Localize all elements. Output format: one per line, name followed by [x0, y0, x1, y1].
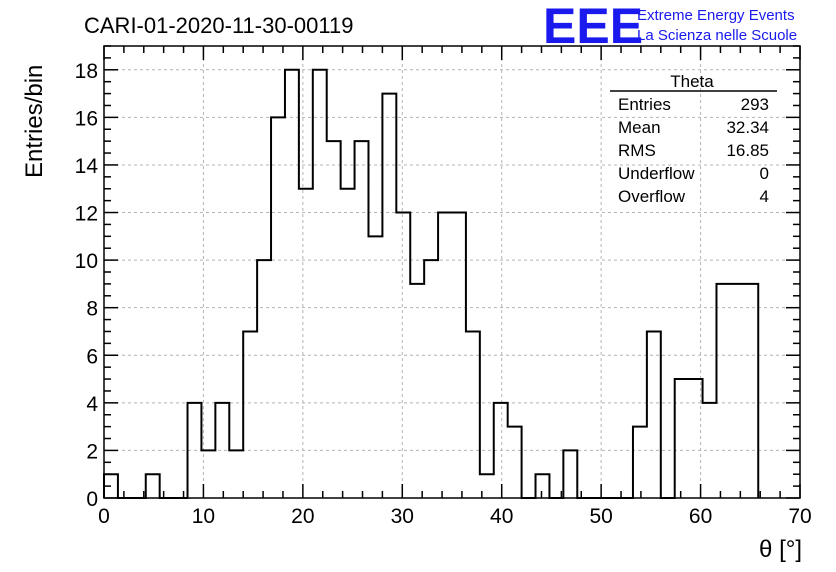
stats-label-mean: Mean — [618, 118, 661, 137]
histogram-bin — [744, 284, 758, 498]
x-tick-label: 70 — [788, 505, 811, 528]
histogram-bin — [633, 427, 647, 498]
logo-mark: EEE — [543, 0, 643, 54]
histogram-bin — [368, 236, 382, 498]
stats-label-overflow: Overflow — [618, 187, 686, 206]
y-tick-label: 12 — [75, 203, 98, 226]
y-axis-label: Entries/bin — [21, 65, 48, 178]
y-tick-label: 6 — [86, 345, 98, 368]
histogram-bin — [508, 427, 522, 498]
y-tick-label: 4 — [86, 393, 98, 416]
histogram-bin — [730, 284, 744, 498]
logo-line-2: La Scienza nelle Scuole — [637, 27, 797, 44]
x-tick-label: 10 — [192, 505, 215, 528]
y-tick-label: 8 — [86, 298, 98, 321]
stats-box-title: Theta — [670, 72, 714, 91]
histogram-bin — [243, 331, 257, 498]
stats-value-underflow: 0 — [760, 164, 769, 183]
histogram-bin — [341, 189, 355, 498]
x-tick-label: 40 — [490, 505, 513, 528]
histogram-bin — [647, 331, 661, 498]
histogram-series — [103, 68, 760, 499]
stats-label-rms: RMS — [618, 141, 656, 160]
histogram-bin — [355, 141, 369, 498]
histogram-bin — [257, 260, 271, 498]
y-tick-label: 14 — [75, 155, 99, 178]
histogram-bin — [716, 284, 730, 498]
histogram-bin — [146, 474, 160, 498]
histogram-bin — [536, 474, 550, 498]
histogram-bin — [285, 70, 299, 498]
x-tick-label: 50 — [589, 505, 612, 528]
plot-frame — [103, 45, 801, 499]
histogram-bin — [327, 141, 341, 498]
histogram-bin — [229, 450, 243, 498]
grid-lines — [104, 46, 800, 498]
histogram-bin — [382, 94, 396, 498]
y-tick-label: 2 — [86, 440, 98, 463]
chart-title: CARI-01-2020-11-30-00119 — [84, 13, 353, 38]
histogram-bin — [410, 284, 424, 498]
x-tick-label: 30 — [391, 505, 414, 528]
y-tick-label: 18 — [75, 60, 98, 83]
stats-box: Theta Entries 293 Mean 32.34 RMS 16.85 U… — [610, 72, 777, 206]
histogram-bin — [424, 260, 438, 498]
stats-value-entries: 293 — [741, 95, 769, 114]
axis-ticks — [103, 45, 801, 499]
stats-label-entries: Entries — [618, 95, 671, 114]
histogram-outline — [103, 68, 760, 499]
histogram-bin — [563, 450, 577, 498]
x-tick-label: 60 — [689, 505, 712, 528]
histogram-bin — [299, 189, 313, 498]
logo-line-1: Extreme Energy Events — [637, 7, 795, 24]
y-tick-label: 0 — [86, 488, 98, 511]
x-tick-label: 20 — [291, 505, 314, 528]
y-tick-label: 16 — [75, 107, 98, 130]
x-tick-label: 0 — [98, 505, 110, 528]
y-tick-label: 10 — [75, 250, 98, 273]
stats-value-rms: 16.85 — [726, 141, 769, 160]
stats-label-underflow: Underflow — [618, 164, 695, 183]
histogram-bin — [466, 331, 480, 498]
histogram-bin — [675, 379, 689, 498]
stats-value-mean: 32.34 — [726, 118, 769, 137]
histogram-bin — [313, 70, 327, 498]
x-axis-label: θ [°] — [759, 536, 802, 563]
stats-value-overflow: 4 — [760, 187, 769, 206]
histogram-bin — [215, 403, 229, 498]
